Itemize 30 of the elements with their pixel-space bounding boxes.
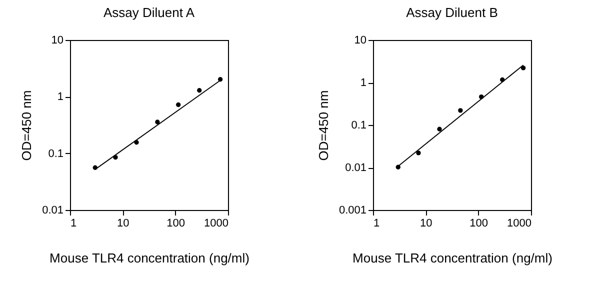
x-axis-title: Mouse TLR4 concentration (ng/ml) [50, 250, 250, 266]
x-tick-label: 10 [420, 218, 432, 230]
x-tick-label: 100 [470, 218, 488, 230]
chart-title: Assay Diluent B [406, 5, 498, 20]
point [176, 102, 181, 108]
y-tick-label: 0.1 [48, 148, 64, 160]
y-tick-label: 1 [57, 91, 64, 104]
x-tick-label: 1000 [204, 218, 228, 230]
y-tick-label: 0.1 [351, 120, 366, 132]
x-axis-title: Mouse TLR4 concentration (ng/ml) [352, 250, 552, 266]
x-tick-label: 10 [117, 218, 130, 230]
point [416, 150, 421, 156]
y-axis-title: OD=450 nm [316, 90, 331, 161]
point [437, 126, 442, 132]
y-axis-title: OD=450 nm [19, 90, 34, 161]
x-tick-label: 100 [166, 218, 186, 230]
point [155, 120, 160, 124]
y-tick-label: 0.01 [42, 204, 64, 216]
x-tick-label: 1 [374, 218, 380, 230]
y-tick-label: 0.01 [345, 162, 366, 174]
y-tick-label: 10 [354, 34, 366, 46]
y-tick-label: 0.001 [338, 204, 366, 216]
point [197, 88, 202, 93]
point [520, 66, 526, 70]
x-tick-label: 1000 [507, 218, 532, 230]
y-tick-label: 10 [51, 34, 64, 46]
y-tick-label: 1 [360, 77, 366, 89]
chart-title: Assay Diluent A [103, 5, 195, 20]
x-tick-label: 1 [70, 218, 77, 230]
point [458, 108, 463, 113]
